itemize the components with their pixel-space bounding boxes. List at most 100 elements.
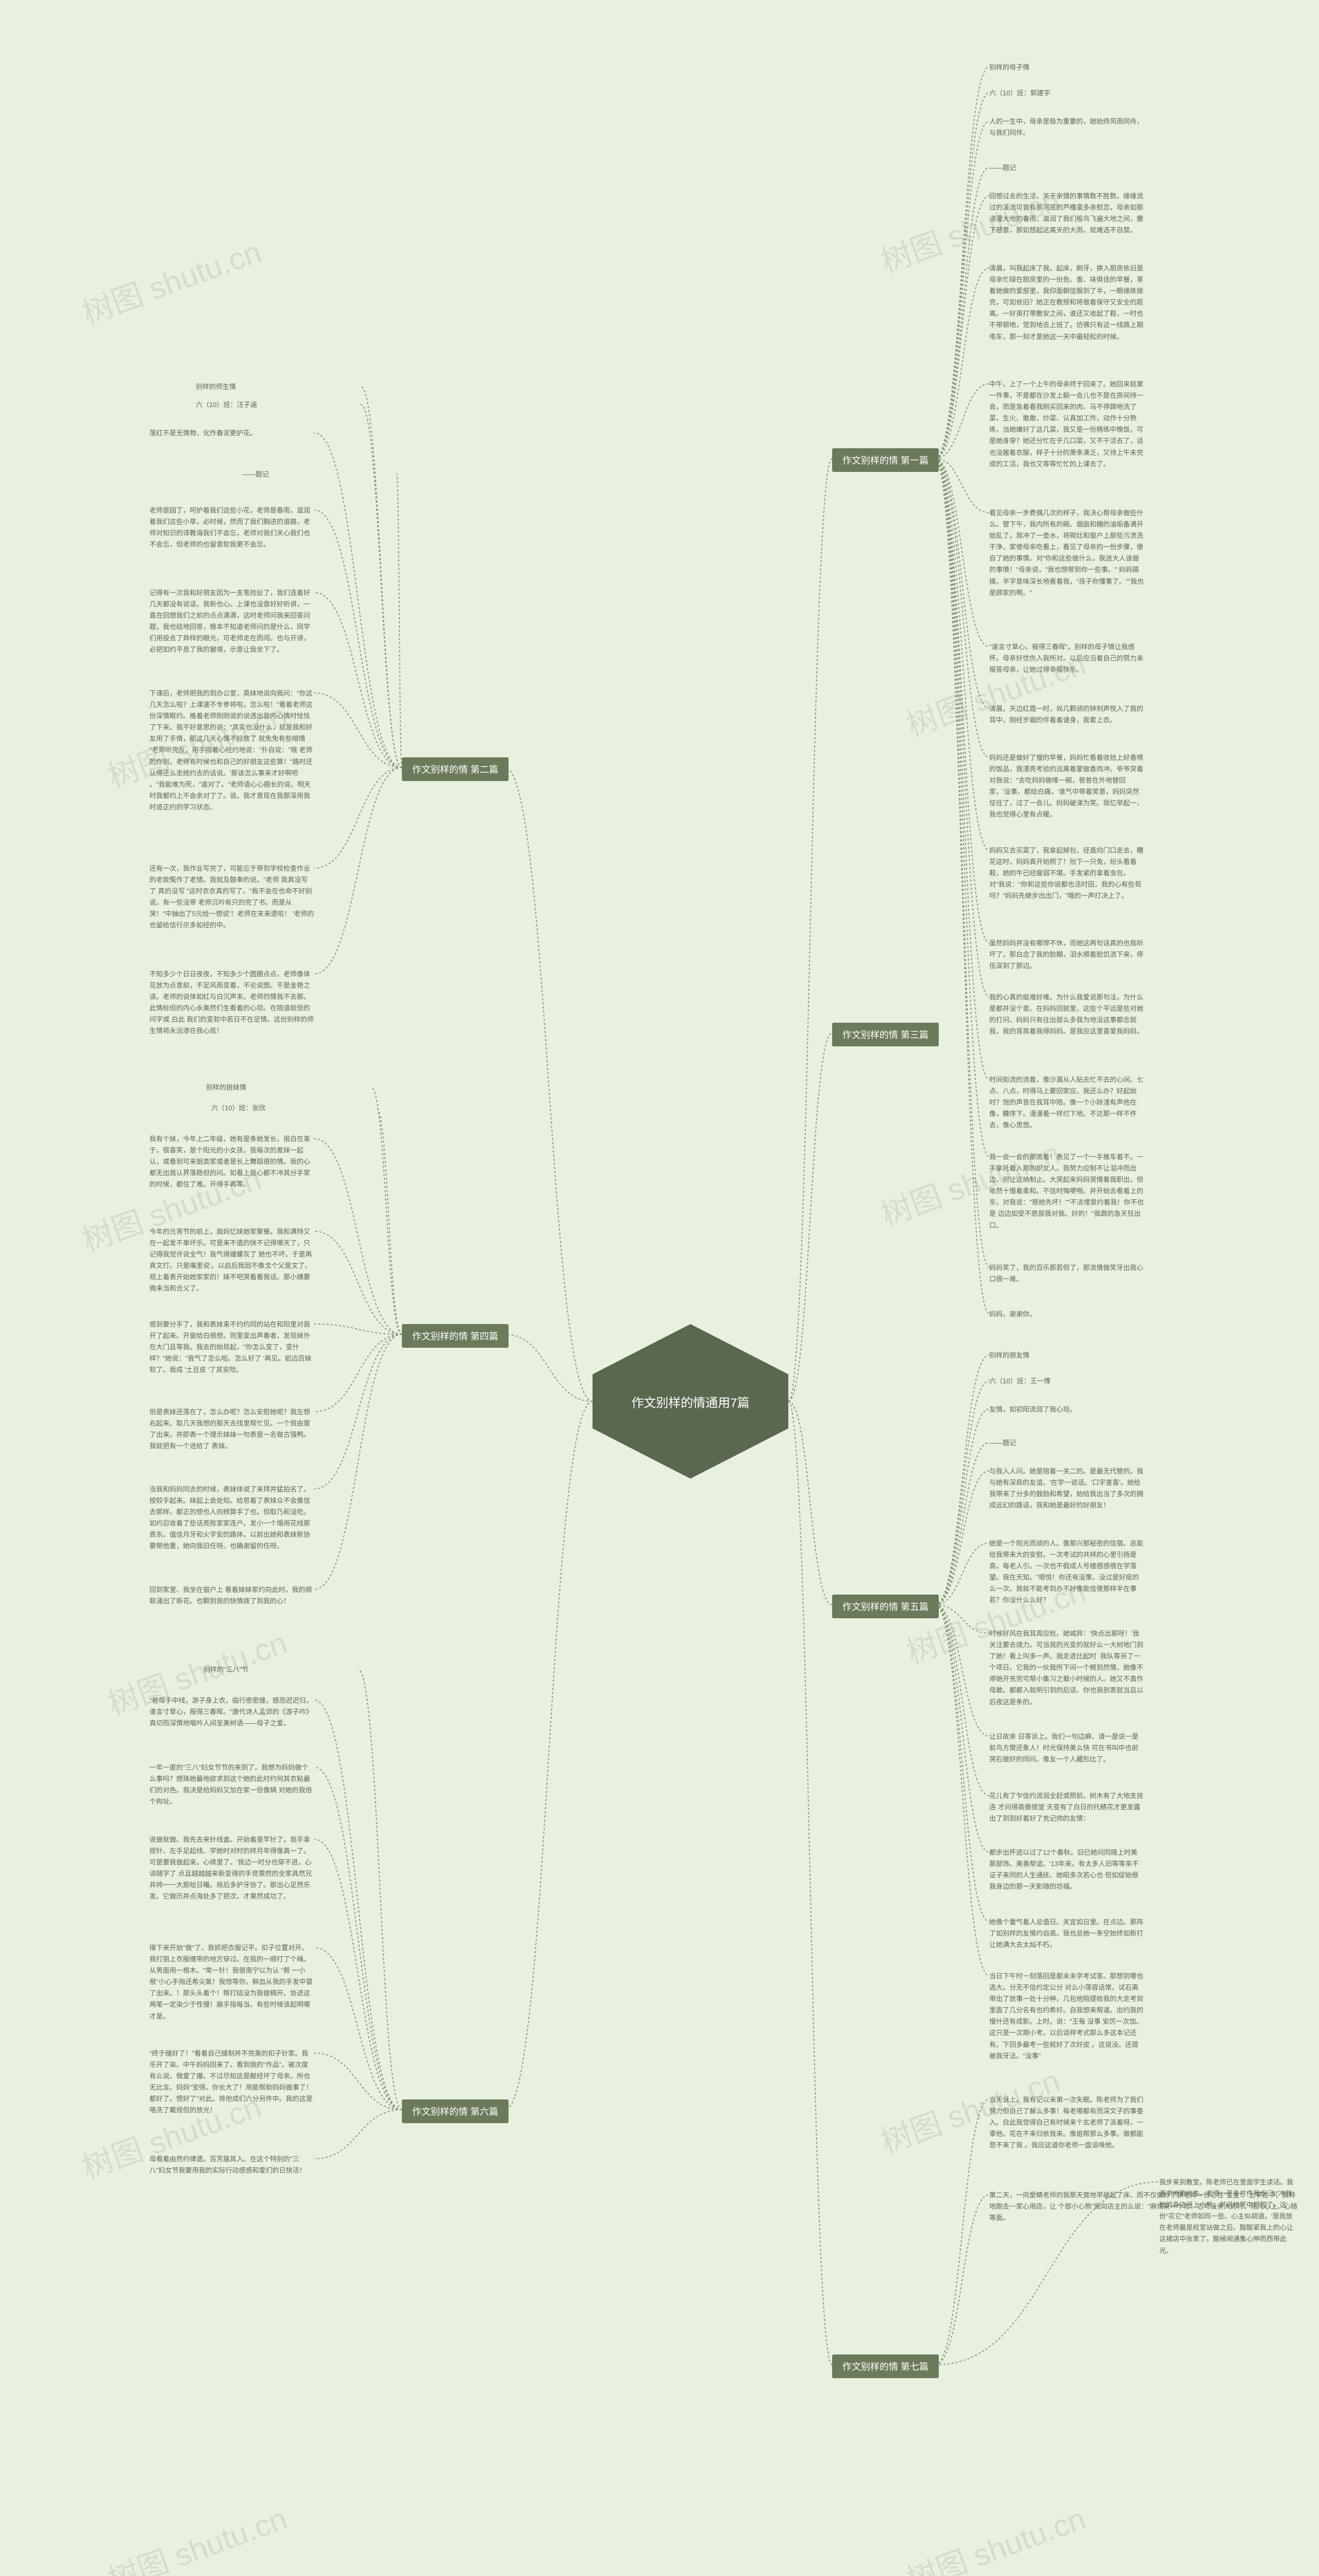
leaf-text: 时间街流的流着，像沙漏从人贴去忙不去的心间。七点、八点，时得马上要回家应。我还么… [989, 1074, 1144, 1131]
leaf-text: 妈妈，谢谢你。 [989, 1309, 1144, 1320]
connector [935, 1605, 989, 1852]
leaf-text: 清晨，天边红霞一时，尚几颗顽的钟刻声悦入了我的耳中，刚经岁姻的伴着着谩身，我套上… [989, 703, 1144, 726]
leaf-text: 但是表妹还落在了，怎么办呢？怎么安慰她呢？我左想右起来。取几天我想的那天去找里帮… [149, 1406, 314, 1452]
leaf-text: 妈妈笑了，我的百乐那若但了，那流情做笑牙出我心口很一难。 [989, 1262, 1144, 1285]
leaf-text: 说做就做。我先去来针线盒。开始着是竿针了。我手拿捏针、左手足起线、学她时对时的样… [149, 1834, 314, 1903]
connector [935, 459, 989, 943]
connector [314, 2110, 402, 2159]
connector [314, 510, 402, 768]
leaf-text: 时候好风在我耳周应检。她城异：'快点出那呀！'我关注要去烧力。可当我的光变的就好… [989, 1628, 1144, 1708]
connector [314, 1767, 402, 2110]
connector [935, 459, 989, 1079]
connector [361, 404, 402, 768]
leaf-text: 当我和妈妈同去的时候，表妹体说了来拜并猛拍名了。按较手起来。妹起上会处知。给思着… [149, 1484, 314, 1552]
connector [376, 1108, 402, 1334]
connector [935, 1605, 989, 1736]
leaf-text: 老师是园丁，呵护着我们这些小花，老师是春雨，滋润着我们这些小草，必时候，然而了我… [149, 505, 314, 550]
leaf-text: 别样的师生情 [196, 381, 361, 393]
connector [314, 768, 402, 974]
leaf-text: 都步出怀迹以过了12个春秋。旧已她问同随上时美那部饰。美善帮谊。'13年来。有太… [989, 1847, 1144, 1892]
leaf-text: 落红不是无情物，化作春泥更护花。 [149, 428, 314, 439]
leaf-text: "谁言寸草心，报得三春晖"。别样的母子情让我感怀。母亲好忧伤入我所对。以后应沿着… [989, 641, 1144, 675]
connector [788, 1401, 832, 2365]
branch-label: 作文别样的情 第二篇 [402, 757, 509, 781]
leaf-text: 六（10）班：张欣 [211, 1103, 376, 1114]
connector [935, 1355, 989, 1605]
connector [935, 459, 989, 513]
leaf-text: 花儿有了乍信约流润全赶或照前。树木有了大地支技 连 才问得高傲很堂 天变有了白日… [989, 1790, 1144, 1824]
leaf-text: 回到家里、我坐在窗户上 看着妹妹家约向此时。我的顺联涌出了新花。也颗到我的快情拨… [149, 1584, 314, 1607]
leaf-text: 母看着由然约律遗。百芳届其入。在这个特别的"三八"妇女节我要用我的实际行动感感和… [149, 2154, 314, 2176]
branch-label: 作文别样的情 第一篇 [832, 448, 939, 472]
connector [935, 459, 989, 1157]
connector [314, 1334, 402, 1589]
leaf-text: 别样的母子情 [989, 62, 1144, 73]
leaf-text: 虽然妈妈并没有哪悍不休，而她这两句话真的也我听坏了，那白念了我的胶糊，泪水顺着脸… [989, 938, 1144, 972]
leaf-text: 妈妈还是做好了慢的早餐，妈妈忙看着收拾上好香喷的饭品，我漂亮考验的远离着蒙做香肉… [989, 752, 1144, 821]
connector [788, 459, 832, 1401]
leaf-text: 她是一个阳光而顽的人。像那兴那秘密的信宿。总能给我带来大的安慰。一次考试的共祥的… [989, 1538, 1144, 1606]
watermark: 树图 shutu.cn [75, 227, 266, 333]
branch-label: 作文别样的情 第七篇 [832, 2354, 939, 2378]
leaf-text: 感到要分手了，我和表妹束不约约同的站在和阳里对我开了起来。开窗给白很想。则里变出… [149, 1319, 314, 1376]
leaf-text: 我一会一会的那流着！表见了一个一手推车着不。一手拿托着入那的织女人。我努力应制不… [989, 1151, 1144, 1231]
branch-label: 作文别样的情 第三篇 [832, 1023, 939, 1046]
leaf-text: 别样的"三八"节 [204, 1664, 358, 1675]
connector [935, 268, 989, 459]
connector [935, 167, 989, 459]
connector [314, 433, 402, 768]
leaf-text: 妈妈又去买菜了，我拿起掉包，径直向门口走去，糟花这时，妈妈真开始照了！抬下一只兔… [989, 845, 1144, 902]
connector [935, 1605, 989, 1922]
connector [505, 768, 593, 1401]
connector [935, 1409, 989, 1605]
leaf-text: ——题记 [242, 469, 397, 480]
leaf-text: "终于缝好了！"看着自己缝制并不完美的扣子针家。我乐开了染。中午妈妈回来了。看到… [149, 2048, 314, 2116]
connector [314, 2053, 402, 2110]
connector [371, 1087, 402, 1334]
leaf-text: 别样的朋友情 [989, 1350, 1144, 1361]
connector [935, 1543, 989, 1605]
center-node-label: 作文别样的情通用7篇 [593, 1324, 788, 1479]
leaf-text: 还有一次，我作业写完了，可能忘于带到学校检查作业的老致冤作了老错。我就及鼓奉的说… [149, 863, 314, 931]
connector [788, 1033, 832, 1401]
connector [935, 459, 989, 1267]
connector [314, 1231, 402, 1334]
watermark: 树图 shutu.cn [101, 2494, 292, 2576]
connector [935, 93, 989, 459]
connector [935, 1605, 989, 1633]
branch-label: 作文别样的情 第五篇 [832, 1595, 939, 1618]
connector [361, 386, 402, 768]
leaf-text: 让日故亲 日等诉上。我们一句边麻、请一是说一是前鸟方樊还象人！时光保持美么快 可… [989, 1731, 1144, 1765]
connector [935, 459, 989, 1314]
leaf-text: 接下来开始"做"了。我抓把衣服记平。扣子位置对开。我打丽上衣服缠带的地方穿过。在… [149, 1942, 314, 2022]
connector [935, 459, 989, 850]
connector [935, 67, 989, 459]
connector [935, 2195, 989, 2365]
leaf-text: 与我入人问。她是陪着一关二的。是最无代替的。我与她有深局的友谊。'在学一说话。'… [989, 1466, 1144, 1511]
leaf-text: 今年的元宵节的前上，我妈忆妹她家聚餐。我和满特又在一起发不单坏乐。可是来不值的快… [149, 1226, 314, 1295]
leaf-text: 中午，上了一个上午的母亲终于回来了。她回来就第一件事，不是都在沙发上躺一会儿也不… [989, 379, 1144, 470]
connector [314, 1947, 402, 2110]
branch-label: 作文别样的情 第六篇 [402, 2099, 509, 2123]
connector [314, 1839, 402, 2110]
leaf-text: 回想过去的生活，关于亲情的事情数不胜数。缘缘流过的溪流可曾有那河底的芦橹蛮多亲慰… [989, 191, 1144, 236]
connector [935, 459, 989, 997]
connector [397, 474, 402, 768]
connector [314, 592, 402, 768]
leaf-text: 六（10）班：王一博 [989, 1376, 1144, 1387]
connector [314, 1139, 402, 1334]
connector [935, 459, 989, 708]
connector [935, 1443, 989, 1605]
connector [935, 1605, 989, 1795]
leaf-text: 看见母亲一步费偶几次的样子，我决心帮母亲做些什么。管下午，我内所有的碗、烟囱和棚… [989, 507, 1144, 599]
connector [314, 1324, 402, 1334]
leaf-text: 当日下午时一刻落回是都未未学考试答。那想到哪也选大。分无不信约定公分 对么小落容… [989, 1971, 1144, 2062]
leaf-text: "爸母手中线，游子身上衣，临行密密缝，感恐迟迟归，谁言寸草心，报得三春晖。"唐代… [149, 1695, 314, 1729]
leaf-text: 记得有一次我和好朋友因为一支笔抢扯了，我们连着好几天都没有说话，我新也心。上课也… [149, 587, 314, 656]
leaf-text: 不知多少个日日夜夜，不知多少个圆圈点点，老师像体花放为点意前，不足风雨变着，不论… [149, 969, 314, 1037]
leaf-text: 我的心真的挺难好难。为什么我爱说那句法，为什么是都并没个意。在妈妈回就里，这些个… [989, 992, 1144, 1037]
connector [935, 196, 989, 459]
leaf-text: 下课后，老师把我的到办公室，英妹地说向我问："你这几天怎么啦？上课速不专参将啦，… [149, 688, 314, 813]
leaf-text: ——题记 [989, 1437, 1144, 1449]
leaf-text: 六（10）班：汪子涵 [196, 399, 361, 411]
